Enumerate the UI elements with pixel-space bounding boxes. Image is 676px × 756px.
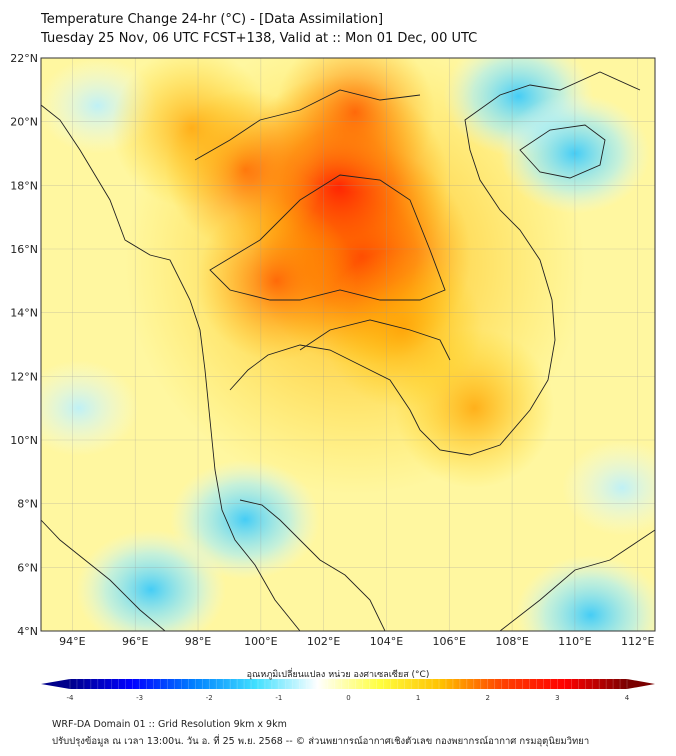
colorbar-tick-label: 2 xyxy=(486,694,490,700)
map-title: Temperature Change 24-hr (°C) - [Data As… xyxy=(41,12,384,27)
coastlines-borders xyxy=(41,71,655,631)
lat-tick-label: 8°N xyxy=(17,498,38,511)
lat-tick-label: 12°N xyxy=(10,370,38,383)
lon-tick-label: 104°E xyxy=(370,635,403,648)
footer-model-info: WRF-DA Domain 01 :: Grid Resolution 9km … xyxy=(52,719,287,730)
lat-tick-label: 20°N xyxy=(10,116,38,129)
lon-tick-label: 110°E xyxy=(558,635,591,648)
lon-tick-label: 108°E xyxy=(495,635,528,648)
lat-tick-label: 10°N xyxy=(10,434,38,447)
lon-tick-label: 96°E xyxy=(122,635,148,648)
colorbar-max-arrow xyxy=(627,679,655,689)
colorbar-min-arrow xyxy=(41,679,70,689)
temperature-change-map: 94°E 96°E 98°E 100°E 102°E 104°E 106°E 108°E 110… xyxy=(10,52,656,700)
cold-anomaly xyxy=(170,459,321,580)
lat-tick-label: 18°N xyxy=(10,179,38,192)
lat-tick-label: 22°N xyxy=(10,52,38,65)
colorbar-tick-label: 3 xyxy=(555,694,559,700)
lon-tick-label: 94°E xyxy=(59,635,85,648)
colorbar-tick-label: 0 xyxy=(346,694,350,700)
lon-tick-label: 100°E xyxy=(244,635,277,648)
colorbar-label: อุณหภูมิเปลี่ยนแปลง หน่วย องศาเซลเซียส (… xyxy=(246,670,430,680)
colorbar-tick-label: -3 xyxy=(136,694,143,700)
lat-tick-label: 14°N xyxy=(10,307,38,320)
lat-tick-label: 16°N xyxy=(10,243,38,256)
map-frame xyxy=(40,57,656,632)
colorbar: -4 -3 -2 -1 0 1 2 3 4 xyxy=(41,679,655,700)
cold-anomaly xyxy=(515,555,655,631)
lon-tick-label: 102°E xyxy=(307,635,340,648)
footer-update-info: ปรับปรุงข้อมูล ณ เวลา 13:00น. วัน อ. ที่… xyxy=(52,736,590,747)
colorbar-gradient xyxy=(70,679,627,689)
map-subtitle: Tuesday 25 Nov, 06 UTC FCST+138, Valid a… xyxy=(41,31,478,46)
cold-anomaly xyxy=(562,439,655,536)
cold-anomaly xyxy=(499,93,650,214)
lon-tick-label: 112°E xyxy=(621,635,654,648)
lat-tick-label: 4°N xyxy=(17,625,38,638)
colorbar-tick-label: 4 xyxy=(625,694,630,700)
lat-tick-label: 6°N xyxy=(17,561,38,574)
lon-tick-label: 106°E xyxy=(433,635,466,648)
colorbar-tick-label: -4 xyxy=(67,694,75,700)
colorbar-tick-label: -1 xyxy=(275,694,282,700)
colorbar-tick-label: -2 xyxy=(206,694,213,700)
colorbar-tick-label: 1 xyxy=(416,694,420,700)
warm-anomaly xyxy=(111,58,272,209)
cold-anomaly xyxy=(41,360,139,457)
cold-anomaly xyxy=(75,529,226,631)
lon-tick-label: 98°E xyxy=(185,635,211,648)
warm-anomaly xyxy=(322,248,483,409)
